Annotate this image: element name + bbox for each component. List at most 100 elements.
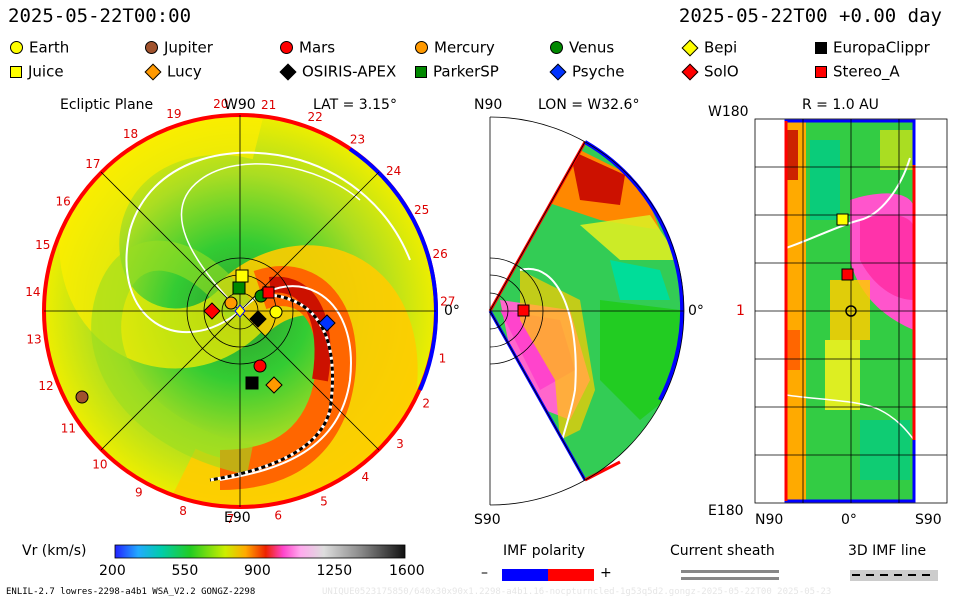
radial-x-right: S90: [915, 512, 942, 528]
legend-item-venus: Venus: [550, 38, 614, 57]
imf3d-label: 3D IMF line: [848, 543, 927, 559]
circle-icon: [415, 41, 428, 54]
ecliptic-title: Ecliptic Plane: [60, 97, 154, 113]
carrington-number: 4: [361, 470, 369, 484]
legend-item-mars: Mars: [280, 38, 335, 57]
ecliptic-lat: LAT = 3.15°: [313, 97, 397, 113]
legend-label: Mars: [299, 38, 336, 57]
legend-label: Earth: [29, 38, 70, 57]
radial-juice-marker: [836, 213, 849, 226]
solo-marker: [203, 302, 221, 320]
carrington-number: 27: [440, 294, 455, 308]
carrington-number: 5: [320, 494, 328, 508]
square-icon: [815, 41, 827, 54]
circle-icon: [10, 41, 23, 54]
europaclipper-marker: [245, 376, 259, 390]
carrington-number: 17: [85, 157, 100, 171]
legend-item-bepi: Bepi: [681, 38, 738, 57]
carrington-number: 7: [227, 512, 235, 526]
square-icon: [10, 65, 22, 78]
carrington-number: 1: [439, 352, 447, 366]
radial-x-mid: 0°: [841, 512, 857, 528]
carrington-number: 18: [123, 127, 138, 141]
legend-label: SolO: [704, 62, 739, 81]
osiris-apex-marker: [249, 310, 267, 328]
carrington-number: 15: [35, 238, 50, 252]
radial-bottom-left: E180: [708, 503, 744, 519]
legend-label: ParkerSP: [433, 62, 499, 81]
circle-icon: [280, 41, 293, 54]
legend-label: Lucy: [167, 62, 202, 81]
footer-right: UNIQUE0523175850/640x30x90x1.2298-a4b1.1…: [322, 587, 832, 597]
legend-label: Juice: [28, 62, 64, 81]
carrington-number: 23: [350, 132, 365, 146]
colorbar-tick: 200: [99, 563, 126, 579]
colorbar-tick: 1250: [316, 563, 353, 579]
mars-marker: [253, 359, 267, 373]
circle-icon: [550, 41, 563, 54]
carrington-number: 10: [92, 458, 107, 472]
meridional-top-label: N90: [474, 97, 503, 113]
carrington-number: 24: [386, 164, 401, 178]
radial-x-left: N90: [755, 512, 784, 528]
colorbar-tick: 900: [244, 563, 271, 579]
stereo-a-marker: [262, 286, 275, 299]
radial-map-plot: [754, 118, 948, 504]
jupiter-marker: [75, 390, 89, 404]
carrington-number: 21: [261, 98, 276, 112]
circle-icon: [145, 41, 158, 54]
carrington-number: 8: [179, 504, 187, 518]
legend-item-mercury: Mercury: [415, 38, 495, 57]
meridional-lon: LON = W32.6°: [538, 97, 640, 113]
imf-minus: –: [481, 565, 488, 581]
radial-earth-marker: [845, 305, 857, 317]
carrington-number: 2: [422, 397, 430, 411]
radial-top-left: W180: [708, 104, 749, 120]
carrington-number: 12: [38, 379, 53, 393]
sheath-line-2: [681, 577, 779, 580]
colorbar-tick: 1600: [389, 563, 425, 579]
square-icon: [415, 65, 427, 78]
legend-label: Venus: [569, 38, 615, 57]
meridional-stereo-a-marker: [517, 304, 530, 317]
carrington-number: 16: [56, 195, 71, 209]
meridional-right-label: 0°: [688, 303, 704, 319]
meridional-bottom-label: S90: [474, 512, 501, 528]
carrington-number: 20: [213, 97, 228, 111]
imf-negative-bar: [502, 569, 548, 581]
imf-label: IMF polarity: [503, 543, 586, 559]
legend-item-solo: SolO: [681, 62, 739, 81]
radial-title: R = 1.0 AU: [802, 97, 879, 113]
legend-item-psyche: Psyche: [549, 62, 624, 81]
sheath-label: Current sheath: [670, 543, 775, 559]
carrington-number: 3: [396, 437, 404, 451]
legend-item-earth: Earth: [10, 38, 69, 57]
imf-plus: +: [600, 565, 612, 581]
psyche-marker: [318, 314, 336, 332]
carrington-number: 19: [166, 107, 181, 121]
bepi-marker: [234, 304, 246, 318]
legend-label: Mercury: [434, 38, 495, 57]
imf-positive-bar: [548, 569, 594, 581]
carrington-number: 9: [135, 486, 143, 500]
earth-marker: [269, 305, 283, 319]
vr-colorbar: [114, 544, 406, 559]
carrington-number: 11: [61, 422, 76, 436]
right-timestamp: 2025-05-22T00 +0.00 day: [678, 5, 942, 27]
legend-label: Stereo_A: [833, 62, 900, 81]
legend-label: Bepi: [704, 38, 738, 57]
carrington-number: 26: [432, 247, 447, 261]
colorbar-tick: 550: [171, 563, 199, 579]
legend-label: Jupiter: [164, 38, 213, 57]
colorbar-label: Vr (km/s): [22, 543, 87, 559]
meridional-plane-plot: [488, 116, 685, 506]
legend-item-osiris-apex: OSIRIS-APEX: [279, 62, 396, 81]
sheath-line-1: [681, 570, 779, 573]
ecliptic-right-label: 0°: [444, 303, 460, 319]
carrington-number: 25: [414, 203, 429, 217]
legend-item-juice: Juice: [10, 62, 64, 81]
square-icon: [815, 65, 827, 78]
carrington-number: 14: [25, 285, 40, 299]
